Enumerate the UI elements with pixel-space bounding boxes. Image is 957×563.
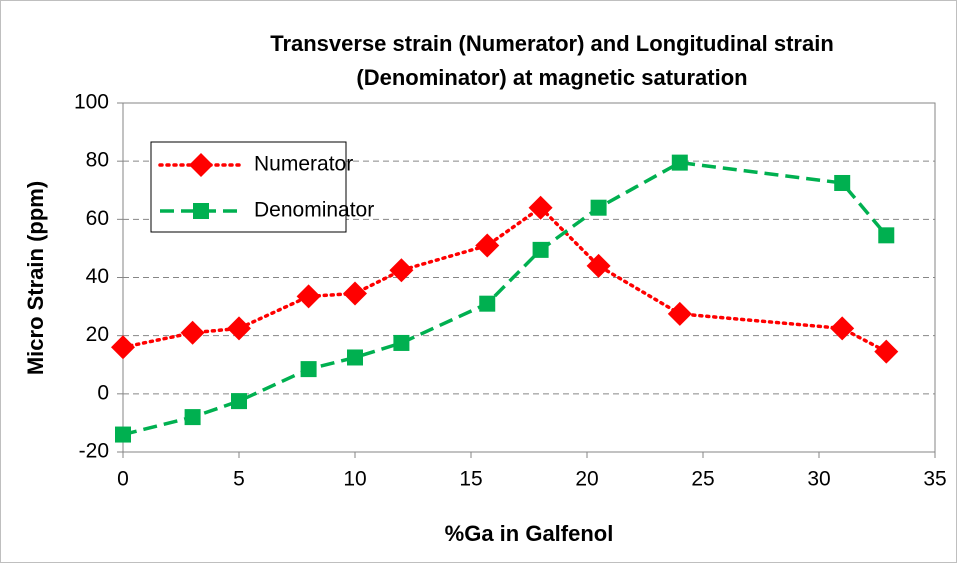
series-line xyxy=(121,205,889,354)
legend-box xyxy=(150,141,347,233)
chart-title: Transverse strain (Numerator) and Longit… xyxy=(270,31,834,56)
y-tick-label: 80 xyxy=(86,149,109,172)
x-tick-label: 20 xyxy=(575,468,598,491)
marker xyxy=(227,316,251,341)
y-tick-label: -20 xyxy=(79,440,109,463)
marker xyxy=(834,174,851,191)
marker xyxy=(874,339,899,364)
marker xyxy=(878,227,895,244)
marker xyxy=(393,334,410,351)
legend-marker xyxy=(193,203,209,219)
x-tick-label: 0 xyxy=(117,468,129,491)
marker xyxy=(389,258,414,283)
marker xyxy=(671,154,688,171)
x-axis-label: %Ga in Galfenol xyxy=(445,521,614,546)
legend-label: Denominator xyxy=(254,199,374,222)
marker xyxy=(479,295,496,312)
marker xyxy=(667,301,692,326)
marker xyxy=(532,241,549,258)
y-tick-label: 40 xyxy=(86,265,109,288)
x-tick-label: 30 xyxy=(807,468,830,491)
chart-title: (Denominator) at magnetic saturation xyxy=(356,65,747,90)
legend-label: Numerator xyxy=(254,153,353,176)
marker xyxy=(115,426,131,443)
marker xyxy=(590,199,607,216)
plot-area xyxy=(122,102,936,453)
x-tick-label: 35 xyxy=(923,468,946,491)
marker xyxy=(475,233,500,258)
x-tick-label: 25 xyxy=(691,468,714,491)
x-tick-label: 15 xyxy=(459,468,482,491)
marker xyxy=(231,393,247,410)
y-tick-label: 20 xyxy=(86,323,109,346)
x-tick-label: 10 xyxy=(343,468,366,491)
marker xyxy=(300,361,317,378)
y-axis-label: Micro Strain (ppm) xyxy=(23,181,48,375)
marker xyxy=(830,316,855,341)
marker xyxy=(586,253,611,278)
y-tick-label: 0 xyxy=(97,381,109,404)
marker xyxy=(184,409,201,426)
y-tick-label: 100 xyxy=(74,91,109,114)
marker xyxy=(347,349,363,366)
x-tick-label: 5 xyxy=(233,468,245,491)
y-tick-label: 60 xyxy=(86,207,109,230)
marker xyxy=(528,195,553,220)
marker xyxy=(343,281,367,306)
legend-marker xyxy=(189,153,213,177)
marker xyxy=(180,320,205,345)
marker xyxy=(296,284,321,309)
marker xyxy=(111,335,135,360)
